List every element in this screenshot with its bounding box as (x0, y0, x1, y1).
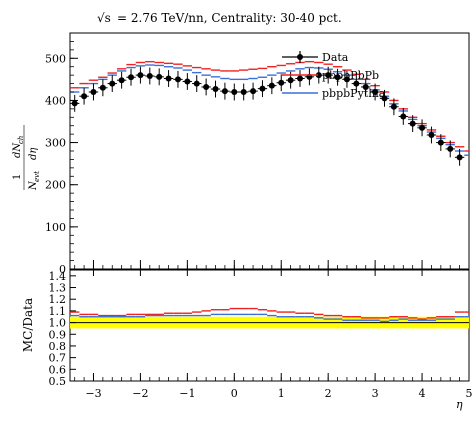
legend-entry-pbpbpythia: pbpbPythia (282, 87, 386, 100)
svg-text:dη: dη (28, 148, 39, 160)
data-point-37 (419, 124, 426, 131)
ratio-y-tick-label: 1.0 (49, 317, 67, 330)
main-data-layer (70, 60, 469, 166)
ratio-y-tick-label: 0.7 (49, 352, 67, 365)
ratio-y-tick-label: 1.1 (49, 305, 67, 318)
main-y-tick-label: 300 (45, 137, 66, 150)
data-point-34 (390, 103, 397, 110)
main-plot-frame (69, 32, 470, 270)
ratio-x-tick-label: 2 (325, 387, 332, 400)
title-sqrt: √s (97, 11, 111, 25)
main-y-tick-label: 400 (45, 94, 66, 107)
main-y-tick-label: 500 (45, 52, 66, 65)
data-point-5 (118, 77, 125, 84)
data-point-11 (174, 76, 181, 83)
data-point-41 (456, 154, 463, 161)
svg-text:1: 1 (12, 174, 23, 180)
data-point-17 (231, 89, 238, 95)
data-point-23 (287, 77, 294, 84)
legend-label-pbpbpythia: pbpbPythia (322, 87, 386, 100)
data-point-32 (372, 89, 379, 95)
data-point-3 (99, 84, 106, 91)
ratio-x-tick-label: −1 (179, 387, 195, 400)
data-point-24 (297, 75, 304, 82)
ratio-y-tick-label: 0.8 (49, 340, 67, 353)
data-point-2 (90, 89, 97, 95)
ratio-y-tick-label: 0.5 (49, 375, 67, 388)
data-point-38 (428, 131, 435, 138)
legend-label-data: Data (322, 51, 349, 64)
data-point-15 (212, 86, 219, 93)
ratio-y-tick-label: 1.4 (49, 270, 67, 283)
legend-label-pbpbpbpb: pbpbPbPb (322, 69, 379, 82)
y-axis-label-ratio: MC/Data (21, 298, 35, 352)
data-point-40 (447, 145, 454, 152)
data-point-0 (71, 100, 78, 107)
ratio-x-tick-label: −2 (132, 387, 148, 400)
ratio-y-tick-label: 1.2 (49, 293, 67, 306)
legend-marker-data (297, 54, 303, 60)
data-point-9 (156, 73, 163, 80)
data-point-6 (128, 74, 135, 81)
ratio-x-tick-label: 1 (278, 387, 285, 400)
ratio-y-tick-label: 0.9 (49, 328, 67, 341)
ratio-x-tick-label: 0 (231, 387, 238, 400)
data-point-28 (334, 74, 341, 81)
legend-entry-data: Data (282, 51, 349, 64)
axes-layer: 0 100 200 300 400 500 0.50.60.70.80.91.01.11.2… (45, 41, 472, 400)
data-point-1 (81, 93, 88, 100)
data-point-4 (109, 80, 116, 87)
main-y-tick-label: 0 (59, 263, 66, 276)
data-point-18 (240, 89, 247, 95)
data-point-29 (343, 76, 350, 83)
data-point-16 (221, 88, 228, 95)
data-point-10 (165, 75, 172, 82)
data-point-20 (259, 85, 266, 92)
data-point-19 (250, 88, 257, 95)
data-point-12 (184, 78, 191, 85)
svg-text:ch: ch (17, 136, 25, 144)
ratio-x-tick-label: −3 (85, 387, 101, 400)
data-point-39 (437, 139, 444, 146)
data-point-30 (353, 80, 360, 87)
data-point-27 (325, 72, 332, 79)
data-point-7 (137, 72, 144, 79)
main-y-tick-label: 200 (45, 179, 66, 192)
ratio-x-tick-label: 3 (372, 387, 379, 400)
title-rest: = 2.76 TeV/nn, Centrality: 30-40 pct. (117, 11, 342, 25)
data-point-31 (362, 83, 369, 90)
data-point-26 (315, 72, 322, 79)
data-point-35 (400, 113, 407, 120)
legend: Data pbpbPbPb pbpbPythia (282, 51, 386, 100)
data-point-13 (193, 80, 200, 87)
data-point-21 (268, 82, 275, 89)
legend-entry-pbpbpbpb: pbpbPbPb (282, 69, 379, 82)
ratio-x-tick-label: 5 (466, 387, 472, 400)
data-point-8 (146, 72, 153, 79)
ratio-band-layer (70, 316, 469, 329)
y-axis-label-main: 1 dN ch N evt dη (12, 125, 41, 191)
ratio-x-tick-label: 4 (419, 387, 426, 400)
ratio-data-layer (70, 307, 469, 323)
data-point-33 (381, 95, 388, 102)
svg-text:evt: evt (33, 171, 41, 182)
ratio-y-tick-label: 1.3 (49, 282, 67, 295)
svg-text:dN: dN (12, 142, 23, 158)
svg-text:N: N (28, 180, 39, 191)
x-axis-label: η (456, 398, 463, 411)
data-point-36 (409, 120, 416, 127)
ratio-y-tick-label: 0.6 (49, 363, 67, 376)
main-y-tick-label: 100 (45, 221, 66, 234)
data-point-14 (203, 83, 210, 90)
data-point-22 (278, 79, 285, 86)
